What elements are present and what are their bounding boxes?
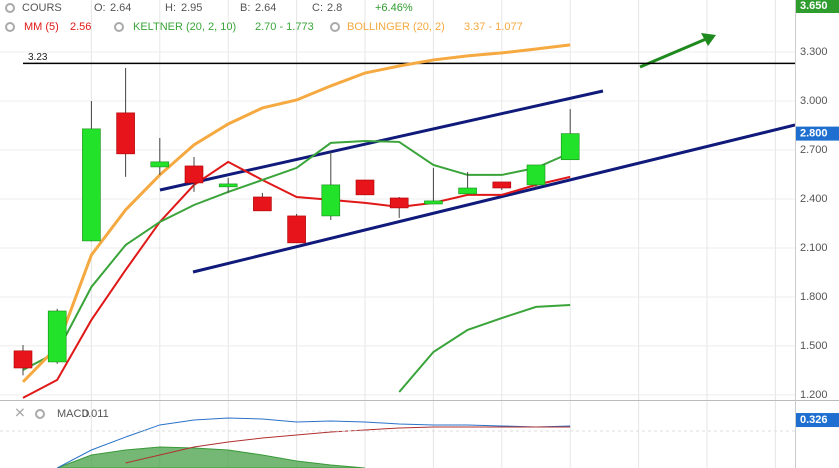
price-marker-label: 3.650 [800, 0, 828, 12]
y-tick-label: 2.100 [800, 242, 828, 254]
y-tick-label: 1.800 [800, 291, 828, 303]
stat-label: B: [240, 2, 250, 14]
settings-icon[interactable] [35, 409, 45, 419]
candle-body [253, 196, 272, 212]
value-marker-label: 0.326 [800, 414, 828, 426]
candle-body [424, 200, 443, 205]
arrow-head [701, 33, 716, 46]
candle-body [526, 164, 546, 186]
indicator-line [22, 160, 571, 399]
price-marker [796, 126, 839, 141]
legend: COURS O: 2.64 H: 2.95 B: 2.64 C: 2.8 +6.… [5, 2, 523, 421]
price-marker [796, 0, 839, 13]
macd-plot [56, 417, 571, 468]
instrument-name: COURS [22, 2, 62, 14]
y-tick-label: 1.200 [800, 389, 828, 401]
candle-body [321, 184, 341, 217]
y-tick-label: 3.000 [800, 95, 828, 107]
settings-icon[interactable] [5, 22, 15, 32]
indicator-line [21, 43, 571, 383]
candle-body [389, 197, 409, 209]
y-tick-label: 3.300 [800, 46, 828, 58]
indicator-line [398, 303, 571, 393]
candle-body [47, 310, 67, 363]
macd-line [56, 417, 571, 468]
legend-value: 2.70 - 1.773 [255, 21, 314, 33]
macd-name: MACD [57, 408, 89, 420]
candle-body [150, 161, 170, 168]
stat-value: 2.95 [181, 2, 202, 14]
price-marker-label: 2.800 [800, 128, 828, 140]
arrow [639, 37, 707, 69]
candle-body [355, 179, 375, 196]
y-axis: 1.200 1.500 1.800 2.100 2.400 2.700 3.000 3.300… [796, 0, 839, 428]
candle-body [82, 128, 101, 242]
candle-body [184, 165, 204, 184]
y-tick-label: 1.500 [800, 340, 828, 352]
candle-body [218, 183, 238, 188]
candle-body [287, 215, 306, 244]
signal-line [125, 426, 571, 464]
horizontal-line-label: 3.23 [28, 52, 48, 63]
value-marker [796, 413, 839, 428]
stat-value: 2.8 [327, 2, 342, 14]
grid [0, 0, 795, 468]
trend-line [192, 123, 795, 274]
candle-body [116, 112, 135, 155]
candle-body [458, 187, 477, 195]
stat-label: C: [312, 2, 323, 14]
indicator-line [22, 139, 571, 371]
stat-value: 2.64 [110, 2, 131, 14]
y-tick-label: 2.400 [800, 193, 828, 205]
candle-body [13, 350, 33, 369]
legend-name: BOLLINGER (20, 2) [347, 21, 445, 33]
macd-value: 0.011 [82, 408, 109, 420]
stat-label: H: [165, 2, 176, 14]
legend-value: 3.37 - 1.077 [464, 21, 523, 33]
change: +6.46% [375, 2, 413, 14]
stat-label: O: [94, 2, 106, 14]
settings-icon[interactable] [5, 3, 15, 13]
settings-icon[interactable] [330, 22, 340, 32]
main-plot: 3.23 [13, 33, 795, 399]
y-tick-label: 2.700 [800, 144, 828, 156]
legend-name: KELTNER (20, 2, 10) [133, 21, 236, 33]
close-icon[interactable]: ✕ [14, 405, 26, 421]
settings-icon[interactable] [114, 22, 124, 32]
stat-value: 2.64 [255, 2, 276, 14]
histogram-area [57, 446, 366, 468]
legend-value: 2.56 [70, 21, 91, 33]
legend-name: MM (5) [24, 21, 59, 33]
candle-body [492, 181, 512, 189]
candle-body [560, 133, 580, 161]
